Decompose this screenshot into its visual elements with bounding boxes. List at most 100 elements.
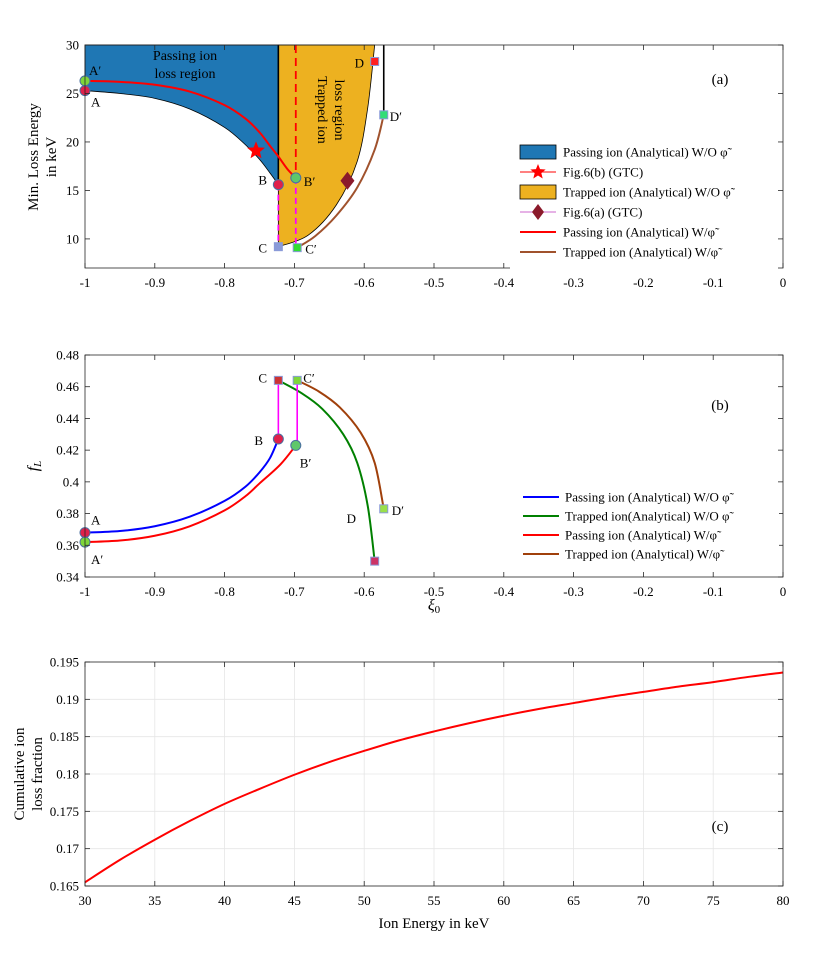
x-tick-label: -0.4 bbox=[494, 584, 515, 599]
panel-c-ylabel-line2: loss fraction bbox=[30, 737, 46, 811]
point-c-prime bbox=[292, 375, 302, 385]
series-trapped-ion-analytical-w bbox=[296, 114, 385, 249]
panel-a-label: (a) bbox=[712, 72, 729, 88]
x-tick-label: -0.9 bbox=[145, 275, 166, 290]
x-tick-label: 0 bbox=[780, 584, 787, 599]
legend-entry: Trapped ion(Analytical) W/O φ̃ bbox=[565, 509, 735, 524]
panel-b-lines bbox=[84, 379, 385, 562]
point-c-prime bbox=[292, 243, 302, 253]
y-tick-label: 0.48 bbox=[56, 348, 79, 363]
point-label-b-prime: B′ bbox=[300, 455, 312, 470]
x-tick-label: 75 bbox=[707, 893, 720, 908]
point-d-prime bbox=[379, 110, 389, 120]
panel-a-ticks: -1 -0.9 -0.8 -0.7 -0.6 -0.5 -0.4 -0.3 -0.2 -0.1 0 1… bbox=[66, 38, 786, 291]
point-b bbox=[272, 433, 284, 445]
x-tick-label: 70 bbox=[637, 893, 650, 908]
y-tick-label: 0.17 bbox=[56, 841, 79, 856]
point-label-c: C bbox=[258, 241, 267, 256]
panel-b-ticks: -1 -0.9 -0.8 -0.7 -0.6 -0.5 -0.4 -0.3 -0.2 -0.1 0 0… bbox=[56, 348, 786, 600]
point-label-b: B bbox=[258, 173, 267, 188]
series-trapped-ion-analytical-w bbox=[296, 379, 385, 510]
panel-c-ticks: 30 35 40 45 50 55 60 65 70 75 80 0.165 0.17 0.175 0.18… bbox=[50, 655, 790, 909]
panel-a-points: A′ A B B′ C C′ D D′ bbox=[79, 55, 402, 257]
panel-c-ylabel-line1: Cumulative ion bbox=[12, 727, 28, 820]
y-tick-label: 30 bbox=[66, 38, 79, 53]
x-tick-label: -1 bbox=[80, 275, 91, 290]
point-d bbox=[370, 56, 380, 66]
point-label-a-prime: A′ bbox=[89, 63, 101, 78]
x-tick-label: 40 bbox=[218, 893, 231, 908]
panel-c: 30 35 40 45 50 55 60 65 70 75 80 0.165 0.17 0.175 0.18… bbox=[12, 655, 790, 933]
legend-swatch-diamond bbox=[532, 204, 544, 220]
point-label-d-prime: D′ bbox=[392, 503, 404, 518]
x-tick-label: 30 bbox=[79, 893, 92, 908]
y-tick-label: 0.195 bbox=[50, 655, 79, 670]
x-tick-label: -0.7 bbox=[284, 275, 305, 290]
panel-b-legend: Passing ion (Analytical) W/O φ̃ Trapped i… bbox=[515, 487, 779, 567]
y-tick-label: 0.42 bbox=[56, 443, 79, 458]
x-tick-label: 45 bbox=[288, 893, 301, 908]
y-tick-label: 0.165 bbox=[50, 879, 79, 894]
legend-entry: Trapped ion (Analytical) W/O φ̃ bbox=[563, 185, 736, 200]
point-b bbox=[272, 179, 284, 191]
x-tick-label: -0.5 bbox=[424, 584, 445, 599]
point-label-a-prime: A′ bbox=[91, 552, 103, 567]
legend-entry: Fig.6(a) (GTC) bbox=[563, 205, 642, 220]
point-c bbox=[273, 242, 283, 252]
legend-entry: Trapped ion (Analytical) W/φ̃ bbox=[565, 547, 725, 562]
panel-c-xlabel: Ion Energy in keV bbox=[379, 916, 490, 932]
point-label-d: D bbox=[355, 55, 364, 70]
x-tick-label: -0.6 bbox=[354, 275, 375, 290]
y-tick-label: 0.36 bbox=[56, 538, 79, 553]
point-label-a: A bbox=[91, 95, 101, 110]
point-d bbox=[370, 556, 380, 566]
region-label-passing-line1: Passing ion bbox=[153, 49, 217, 64]
point-label-b: B bbox=[254, 433, 263, 448]
y-tick-label: 0.175 bbox=[50, 804, 79, 819]
gtc-diamond-marker bbox=[340, 171, 355, 190]
legend-entry: Passing ion (Analytical) W/φ̃ bbox=[565, 528, 722, 543]
series-passing-ion-analytical-w-o bbox=[84, 438, 280, 534]
point-label-c: C bbox=[258, 370, 267, 385]
y-tick-label: 0.19 bbox=[56, 692, 79, 707]
legend-swatch-star bbox=[530, 164, 546, 179]
panel-b-label: (b) bbox=[711, 398, 729, 414]
x-tick-label: -0.1 bbox=[703, 584, 724, 599]
x-tick-label: -0.7 bbox=[284, 584, 305, 599]
x-tick-label: -1 bbox=[80, 584, 91, 599]
gtc-star-marker bbox=[247, 141, 265, 159]
x-tick-label: -0.2 bbox=[633, 584, 654, 599]
legend-swatch bbox=[519, 184, 557, 200]
x-tick-label: -0.4 bbox=[494, 275, 515, 290]
y-tick-label: 25 bbox=[66, 86, 79, 101]
series-trapped-ion-analytical-w-o bbox=[277, 379, 376, 562]
x-tick-label: -0.8 bbox=[214, 275, 235, 290]
point-label-c-prime: C′ bbox=[305, 242, 317, 257]
x-tick-label: -0.9 bbox=[145, 584, 166, 599]
x-tick-label: -0.1 bbox=[703, 275, 724, 290]
y-tick-label: 0.44 bbox=[56, 411, 79, 426]
legend-entry: Passing ion (Analytical) W/O φ̃ bbox=[565, 490, 735, 505]
series-cumulative-loss bbox=[84, 671, 784, 884]
x-tick-label: -0.5 bbox=[424, 275, 445, 290]
y-tick-label: 0.34 bbox=[56, 570, 79, 585]
point-b-prime bbox=[290, 439, 302, 451]
y-tick-label: 0.18 bbox=[56, 767, 79, 782]
x-tick-label: -0.3 bbox=[563, 584, 584, 599]
y-tick-label: 0.46 bbox=[56, 379, 79, 394]
legend-entry: Passing ion (Analytical) W/O φ̃ bbox=[563, 145, 733, 160]
panel-c-label: (c) bbox=[712, 819, 729, 835]
panel-a-lines bbox=[84, 45, 385, 249]
panel-b: AA′BB′C C′DD′ -1 -0.9 -0.8 -0.7 -0.6 -0.5 -0.4-… bbox=[25, 348, 786, 617]
series-passing-ion-analytical-w bbox=[84, 444, 297, 544]
y-tick-label: 0.4 bbox=[63, 474, 80, 489]
x-tick-label: 35 bbox=[148, 893, 161, 908]
series-passing-ion-analytical-w bbox=[84, 79, 297, 179]
x-tick-label: -0.6 bbox=[354, 584, 375, 599]
y-tick-label: 0.185 bbox=[50, 729, 79, 744]
y-tick-label: 10 bbox=[66, 231, 79, 246]
panel-c-lines bbox=[84, 671, 784, 884]
x-tick-label: -0.3 bbox=[563, 275, 584, 290]
x-tick-label: 0 bbox=[780, 275, 787, 290]
panel-a-ylabel-line1: Min. Loss Energy bbox=[26, 103, 42, 211]
